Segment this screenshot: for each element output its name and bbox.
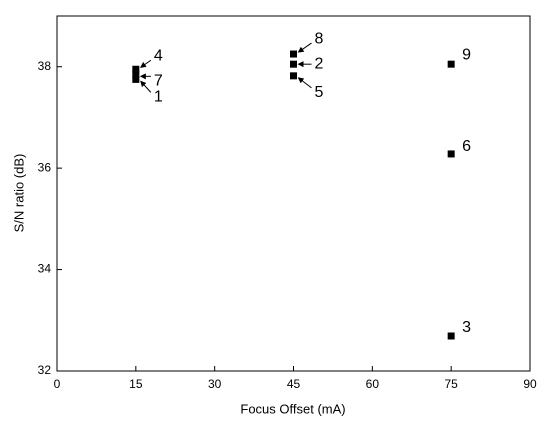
point-label: 3 xyxy=(462,319,471,336)
point-label: 7 xyxy=(154,73,163,90)
label-arrow xyxy=(140,59,152,68)
point-label: 8 xyxy=(315,30,324,47)
point-label: 6 xyxy=(462,138,471,155)
x-axis-label: Focus Offset (mA) xyxy=(240,401,345,416)
point-label: 9 xyxy=(462,46,471,63)
x-tick-label: 0 xyxy=(54,377,61,391)
point-label: 5 xyxy=(315,84,324,101)
point xyxy=(447,60,455,68)
point xyxy=(132,75,140,83)
point xyxy=(447,332,455,340)
point-label: 2 xyxy=(315,55,324,72)
y-axis-label: S/N ratio (dB) xyxy=(11,154,26,233)
y-tick-label: 34 xyxy=(38,262,52,276)
x-tick-label: 90 xyxy=(523,377,537,391)
x-tick-label: 60 xyxy=(366,377,380,391)
point xyxy=(290,60,297,68)
point xyxy=(132,65,140,73)
label-arrow xyxy=(140,80,152,93)
point xyxy=(290,50,297,58)
plot-frame xyxy=(56,15,531,372)
point xyxy=(290,72,297,80)
point xyxy=(132,70,140,78)
label-arrow xyxy=(297,77,312,89)
y-tick-label: 38 xyxy=(38,59,52,73)
point-label: 4 xyxy=(154,47,163,64)
label-arrow xyxy=(297,42,312,53)
x-tick-label: 30 xyxy=(208,377,222,391)
x-tick-label: 45 xyxy=(287,377,301,391)
point-label: 1 xyxy=(154,89,163,106)
x-tick-label: 15 xyxy=(129,377,143,391)
point xyxy=(447,150,455,158)
x-tick-label: 75 xyxy=(444,377,458,391)
y-tick-label: 32 xyxy=(38,363,52,377)
y-tick-label: 36 xyxy=(38,160,52,174)
